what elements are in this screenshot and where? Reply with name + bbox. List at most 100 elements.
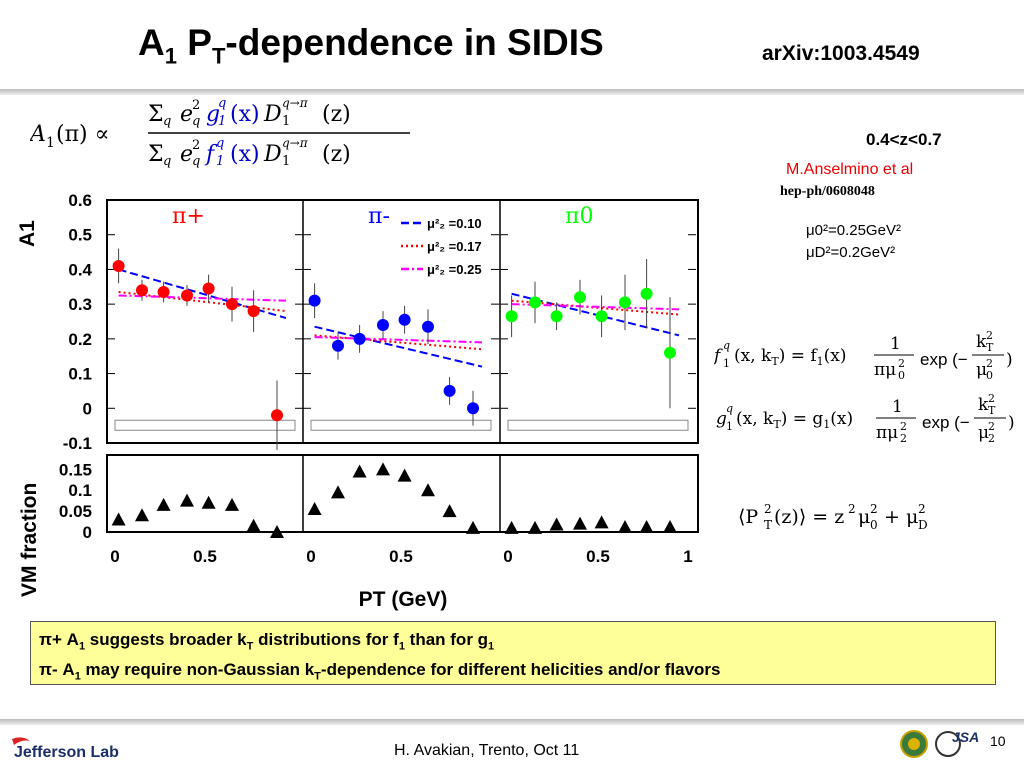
svg-text:(x, kT) = g1(x): (x, kT) = g1(x) [736,409,853,431]
f1-gaussian-formula: f 1q (x, kT) = f1(x) 1 πμ 02 exp (− k T2 μ0… [714,329,1013,382]
svg-text:2: 2 [918,502,926,516]
y-tick-label: 0.1 [68,365,92,384]
top-panel-frame [106,199,699,444]
svg-text:1: 1 [216,154,224,169]
svg-text:+ μ: + μ [884,506,918,528]
data-point-π- [443,384,456,397]
x-tick-label: 0 [110,547,119,566]
data-point-π- [308,294,321,307]
data-point-π0 [664,346,676,359]
svg-text:JSA: JSA [952,729,979,745]
data-point-π0 [529,296,541,309]
data-point-π- [332,339,344,352]
vm-fraction-marker [639,519,654,533]
svg-text:1: 1 [46,135,55,151]
systematic-band [114,419,296,431]
svg-text:Σ: Σ [148,142,164,167]
y-tick-label: 0.5 [68,226,92,245]
legend-label: μ²₂ =0.17 [427,239,482,254]
svg-text:0: 0 [986,369,993,382]
y-tick-label: -0.1 [63,434,92,453]
vm-fraction-marker [594,515,609,529]
svg-text:πμ: πμ [876,423,898,443]
data-point-π+ [202,282,215,295]
svg-text:2: 2 [870,502,878,516]
sponsor-logos: JSA [900,729,979,758]
svg-text:⟨P: ⟨P [738,506,758,528]
svg-text:0: 0 [898,369,905,382]
author-reference: M.Anselmino et al [786,161,914,178]
svg-text:(z): (z) [322,102,351,127]
mu0-value: μ0²=0.25GeV² [806,222,901,239]
svg-text:q: q [723,339,730,352]
svg-text:2: 2 [900,420,907,433]
vm-fraction-marker [504,520,519,534]
svg-text:2: 2 [988,392,995,405]
svg-text:μ: μ [976,360,987,380]
data-point-π+ [271,409,283,422]
y-tick-label: 0.6 [68,191,92,210]
vm-fraction-marker [307,502,322,516]
svg-text:): ) [1008,413,1015,433]
muD-value: μD²=0.2GeV² [806,244,896,261]
vm-fraction-marker [618,519,632,533]
systematic-band [507,419,689,431]
slide-title: A1 PT-dependence in SIDIS [138,22,604,69]
svg-text:μ: μ [858,506,870,528]
vm-fraction-marker [466,520,480,534]
data-point-π0 [574,291,586,304]
svg-text:A: A [30,122,46,147]
svg-text:1: 1 [726,420,733,433]
svg-text:exp (−: exp (− [920,350,968,369]
svg-text:1: 1 [282,154,290,169]
data-point-π- [398,313,411,326]
bottom-divider [0,719,1024,725]
svg-text:(x): (x) [230,142,260,167]
svg-text:2: 2 [988,432,995,445]
y-tick-label: 0 [83,399,92,418]
svg-text:1: 1 [723,357,730,370]
vm-fraction-marker [549,517,564,531]
svg-text:1: 1 [890,334,901,354]
y-tick-label: 0.4 [68,260,92,279]
svg-text:2: 2 [900,432,907,445]
svg-text:e: e [180,142,193,167]
x-tick-label: 0 [306,547,315,566]
svg-text:exp (−: exp (− [922,413,970,432]
data-point-π+ [181,289,193,302]
svg-text:g: g [206,102,220,127]
y-axis-title-a1: A1 [16,220,39,247]
legend-label: μ²₂ =0.25 [427,262,482,277]
svg-text:2: 2 [986,357,993,370]
vm-fraction-marker [201,495,216,509]
vm-y-tick-label: 0 [83,523,92,542]
svg-text:2: 2 [988,420,995,433]
arxiv-reference: arXiv:1003.4549 [762,42,920,65]
svg-text:g: g [716,409,727,429]
panel-label: π0 [565,204,593,229]
vm-fraction-marker [180,493,194,507]
x-tick-label: 0.5 [586,547,610,566]
svg-text:0: 0 [870,518,878,532]
jsa-logo-icon [935,731,961,757]
x-axis-title: PT (GeV) [359,588,448,611]
vm-fraction-marker [663,519,677,533]
svg-text:(x): (x) [230,102,260,127]
vm-fraction-marker [135,508,149,522]
svg-text:D: D [918,518,928,532]
data-point-π0 [619,296,631,309]
y-axis-title-vm-fraction: VM fraction [18,483,41,597]
svg-text:(x, kT) = f1(x): (x, kT) = f1(x) [734,346,847,368]
svg-text:q: q [218,96,226,111]
vm-fraction-marker [225,497,239,511]
svg-text:q: q [726,402,733,415]
vm-fraction-marker [270,525,284,538]
vm-fraction-marker [376,462,390,476]
x-tick-label: 0 [503,547,512,566]
svg-text:q: q [163,154,171,169]
vm-fraction-marker [397,468,412,482]
data-point-π0 [550,310,563,323]
svg-text:q→π: q→π [282,136,309,150]
